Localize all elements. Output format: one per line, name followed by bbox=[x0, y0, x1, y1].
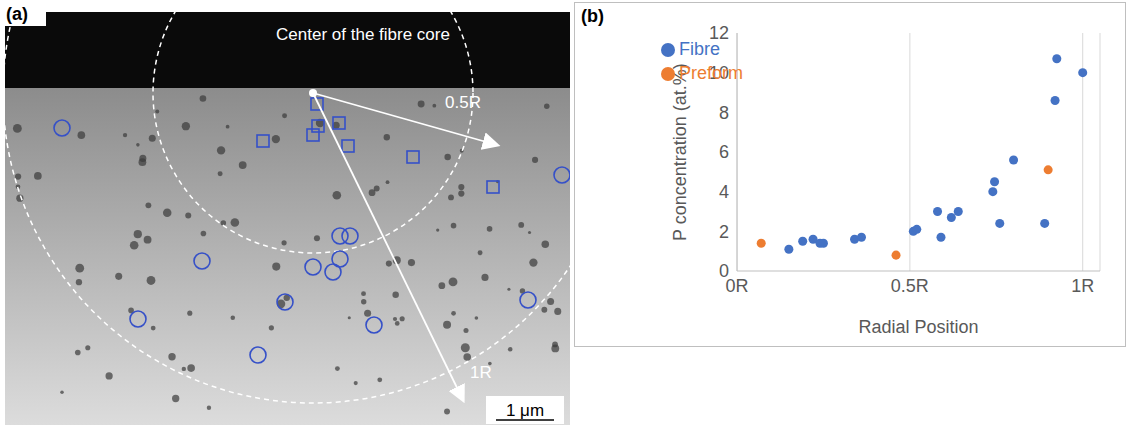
svg-text:2: 2 bbox=[719, 222, 729, 242]
svg-text:(a): (a) bbox=[6, 4, 28, 24]
svg-text:1 μm: 1 μm bbox=[506, 401, 544, 420]
svg-text:Radial Position: Radial Position bbox=[858, 317, 978, 337]
svg-text:0.5R: 0.5R bbox=[891, 276, 929, 296]
svg-text:0.5R: 0.5R bbox=[445, 93, 481, 112]
svg-text:8: 8 bbox=[719, 103, 729, 123]
svg-text:Center of the fibre core: Center of the fibre core bbox=[276, 25, 450, 44]
svg-text:12: 12 bbox=[709, 23, 729, 43]
svg-text:1R: 1R bbox=[1071, 276, 1094, 296]
svg-text:10: 10 bbox=[709, 63, 729, 83]
svg-text:4: 4 bbox=[719, 182, 729, 202]
svg-text:1R: 1R bbox=[470, 363, 492, 382]
svg-text:6: 6 bbox=[719, 142, 729, 162]
svg-text:0: 0 bbox=[719, 261, 729, 281]
svg-text:P concentration (at.%): P concentration (at.%) bbox=[670, 63, 690, 241]
